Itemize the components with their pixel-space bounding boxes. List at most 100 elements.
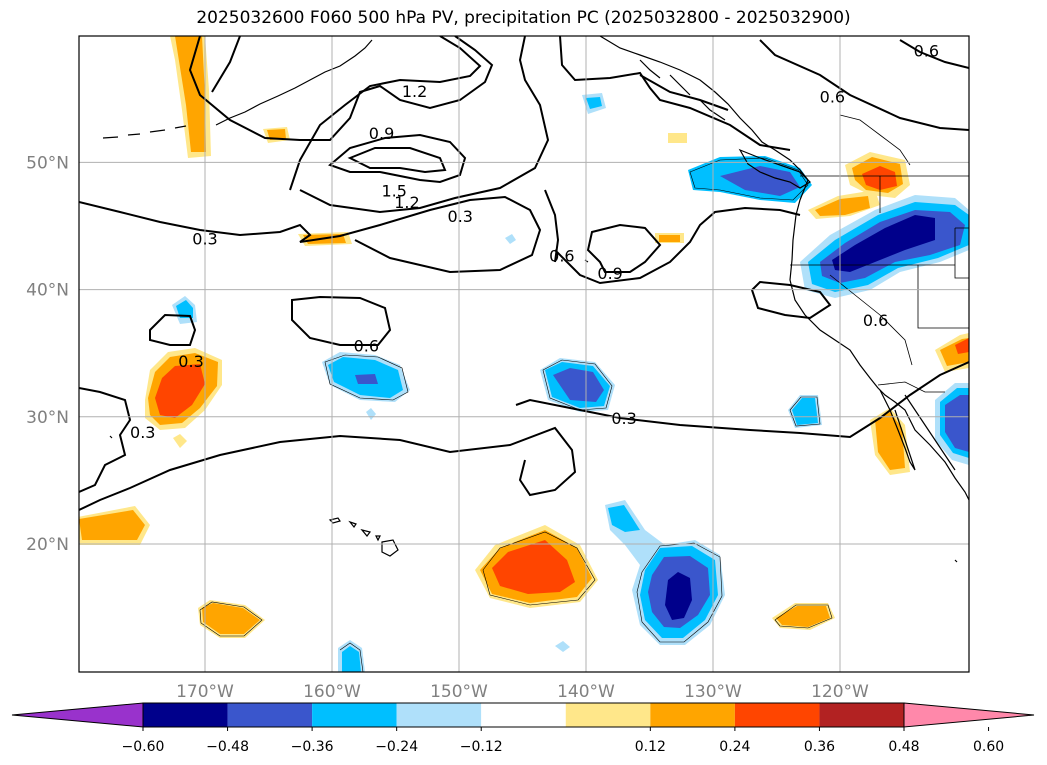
longitude-axis: 170°W 160°W 150°W 140°W 130°W 120°W <box>176 682 869 702</box>
map-frame <box>78 35 970 673</box>
contour-label: 1.2 <box>394 193 419 212</box>
pv-contour-line <box>586 223 662 273</box>
contour-label: 0.3 <box>192 230 217 249</box>
precip-positive-area <box>173 434 187 448</box>
political-borders <box>790 114 969 393</box>
contour-label: 1.5 <box>382 181 407 200</box>
lat-tick-label: 30°N <box>26 408 69 428</box>
colorbar-segment <box>312 703 397 727</box>
precip-negative-area <box>608 505 640 532</box>
precip-negative-area <box>355 374 378 384</box>
lon-tick-label: 120°W <box>811 682 869 702</box>
colorbar-segment <box>227 703 313 727</box>
colorbar-segment <box>143 703 228 727</box>
latitude-axis: 20°N 30°N 40°N 50°N <box>26 153 69 555</box>
precip-positive-area <box>776 606 830 627</box>
colorbar-tick-label: 0.48 <box>888 739 919 755</box>
pv-contour-line <box>750 280 832 320</box>
colorbar-tick-label: −0.24 <box>375 739 418 755</box>
contour-label: 0.3 <box>611 409 636 428</box>
contour-label: 0.6 <box>820 87 845 106</box>
lat-tick-label: 20°N <box>26 535 69 555</box>
colorbar-segment <box>734 703 820 727</box>
precip-positive-area <box>175 36 206 152</box>
precip-positive-area <box>862 166 897 190</box>
precip-positive-area <box>659 235 680 242</box>
pv-contour-line <box>328 133 467 184</box>
colorbar-extend-min <box>11 702 144 728</box>
contour-label: 0.6 <box>914 41 939 60</box>
colorbar-extend-max <box>903 702 1035 728</box>
colorbar-segment <box>650 703 735 727</box>
precip-positive-area <box>79 510 145 540</box>
contour-label: 0.3 <box>178 352 203 371</box>
precip-negative-area <box>342 646 361 672</box>
colorbar: −0.60 −0.48 −0.36 −0.24 −0.12 0.12 0.24 0.36 0.4… <box>11 702 1035 755</box>
lon-tick-label: 140°W <box>557 682 615 702</box>
contour-label: 0.9 <box>369 124 394 143</box>
precip-positive-area <box>267 129 286 140</box>
precip-positive-area <box>815 196 870 216</box>
pv-contours <box>79 36 969 511</box>
contour-label: 0.6 <box>549 246 574 265</box>
lat-tick-label: 40°N <box>26 281 69 301</box>
colorbar-tick-label: −0.36 <box>291 739 334 755</box>
precip-positive-area <box>875 412 905 470</box>
colorbar-tick-label: −0.48 <box>206 739 249 755</box>
precip-shading <box>79 36 969 672</box>
precip-negative-area <box>553 368 604 402</box>
pv-contour-line <box>559 36 791 151</box>
lat-tick-label: 50°N <box>26 153 69 173</box>
precip-negative-area <box>586 97 602 109</box>
pv-contour-line <box>347 147 447 174</box>
colorbar-tick-label: 0.36 <box>804 739 835 755</box>
colorbar-segment <box>481 703 566 727</box>
colorbar-tick-label: −0.12 <box>460 739 503 755</box>
precip-negative-area <box>665 572 692 620</box>
lon-tick-label: 150°W <box>430 682 488 702</box>
map-title: 2025032600 F060 500 hPa PV, precipitatio… <box>196 8 851 28</box>
colorbar-tick-label: 0.12 <box>635 739 666 755</box>
precip-positive-area <box>202 603 260 634</box>
pv-contour-line <box>291 295 392 346</box>
precip-positive-area <box>155 364 205 418</box>
lon-tick-label: 130°W <box>684 682 742 702</box>
colorbar-segment <box>819 703 904 727</box>
lon-tick-label: 170°W <box>176 682 234 702</box>
pv-contour-line <box>299 36 550 214</box>
precip-positive-area <box>955 338 969 354</box>
pv-contour-line <box>759 39 969 131</box>
contour-label: 0.9 <box>597 264 622 283</box>
colorbar-tick-label: −0.60 <box>122 739 165 755</box>
contour-labels: 1.20.91.51.20.30.30.60.90.60.30.30.30.60… <box>130 41 939 442</box>
pv-contour-line <box>289 36 482 191</box>
contour-label: 0.6 <box>354 337 379 356</box>
pv-contour-line <box>515 361 969 439</box>
pv-contour-line <box>79 195 542 274</box>
map-panel: 1.20.91.51.20.30.30.60.90.60.30.30.30.60… <box>78 35 970 673</box>
pv-contour-line <box>899 39 969 69</box>
contour-label: 1.2 <box>402 82 427 101</box>
precip-positive-area <box>668 133 687 143</box>
contour-label: 0.6 <box>863 311 888 330</box>
pv-contour-line <box>79 426 577 511</box>
lon-tick-label: 160°W <box>303 682 361 702</box>
pv-contour-line <box>149 313 197 346</box>
pv-contour-line <box>79 387 132 493</box>
colorbar-segment <box>396 703 482 727</box>
colorbar-tick-label: 0.24 <box>719 739 750 755</box>
precip-positive-area <box>492 540 575 594</box>
colorbar-segment <box>565 703 651 727</box>
pv-contour-line <box>211 36 241 93</box>
contour-label: 0.3 <box>448 207 473 226</box>
contour-label: 0.3 <box>130 423 155 442</box>
colorbar-tick-label: 0.60 <box>973 739 1004 755</box>
map-grid <box>79 36 969 672</box>
pv-contour-line <box>188 36 494 141</box>
precip-negative-area <box>792 398 818 425</box>
precip-negative-area <box>555 641 570 652</box>
precip-negative-area <box>505 234 516 244</box>
pv-contour-line <box>554 206 801 285</box>
colorbar-frame <box>142 702 905 728</box>
